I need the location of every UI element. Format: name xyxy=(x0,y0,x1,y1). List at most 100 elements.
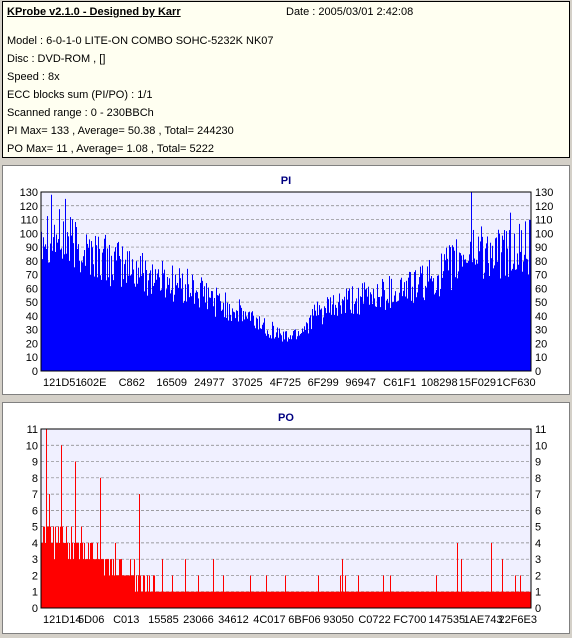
data-bar xyxy=(68,559,69,608)
data-bar xyxy=(401,277,402,371)
data-bar xyxy=(271,591,272,608)
data-bar xyxy=(423,297,424,371)
data-bar xyxy=(236,310,237,371)
data-bar xyxy=(64,254,65,371)
data-bar xyxy=(265,333,266,371)
data-bar xyxy=(320,591,321,608)
x-tick-label: 6BF06 xyxy=(288,614,320,626)
data-bar xyxy=(135,286,136,371)
data-bar xyxy=(70,559,71,608)
data-bar xyxy=(254,591,255,608)
data-bar xyxy=(271,338,272,371)
data-bar xyxy=(220,591,221,608)
data-bar xyxy=(403,591,404,608)
data-bar xyxy=(142,252,143,371)
data-bar xyxy=(360,591,361,608)
data-bar xyxy=(471,591,472,608)
data-bar xyxy=(185,284,186,371)
data-bar xyxy=(129,251,130,371)
data-bar xyxy=(98,559,99,608)
data-bar xyxy=(310,591,311,608)
data-bar xyxy=(405,591,406,608)
data-bar xyxy=(282,341,283,371)
data-bar xyxy=(249,311,250,371)
data-bar xyxy=(527,259,528,371)
data-bar xyxy=(107,248,108,371)
y-tick-label-right: 20 xyxy=(535,338,547,350)
data-bar xyxy=(312,591,313,608)
data-bar xyxy=(359,314,360,371)
data-bar xyxy=(259,591,260,608)
data-bar xyxy=(65,198,66,371)
data-bar xyxy=(167,591,168,608)
data-bar xyxy=(58,526,59,608)
data-bar xyxy=(80,542,81,608)
data-bar xyxy=(255,328,256,371)
data-bar xyxy=(176,591,177,608)
data-bar xyxy=(383,575,384,608)
data-bar xyxy=(389,276,390,371)
data-bar xyxy=(180,591,181,608)
data-bar xyxy=(216,287,217,371)
data-bar xyxy=(477,263,478,371)
data-bar xyxy=(301,591,302,608)
data-bar xyxy=(439,591,440,608)
data-bar xyxy=(372,304,373,371)
data-bar xyxy=(331,314,332,371)
data-bar xyxy=(262,324,263,371)
y-tick-label-left: 6 xyxy=(32,505,38,517)
data-bar xyxy=(186,301,187,371)
data-bar xyxy=(514,233,515,371)
x-tick-label: 22F6E3 xyxy=(498,614,537,626)
data-bar xyxy=(102,559,103,608)
data-bar xyxy=(364,591,365,608)
data-bar xyxy=(453,247,454,371)
data-bar xyxy=(100,477,101,608)
data-bar xyxy=(311,329,312,371)
data-bar xyxy=(307,323,308,371)
data-bar xyxy=(45,542,46,608)
data-bar xyxy=(465,259,466,371)
data-bar xyxy=(175,591,176,608)
data-bar xyxy=(473,229,474,371)
data-bar xyxy=(127,575,128,608)
data-bar xyxy=(44,246,45,371)
data-bar xyxy=(303,591,304,608)
data-bar xyxy=(522,591,523,608)
data-bar xyxy=(482,236,483,371)
data-bar xyxy=(371,591,372,608)
data-bar xyxy=(257,591,258,608)
data-bar xyxy=(104,575,105,608)
data-bar xyxy=(203,591,204,608)
data-bar xyxy=(456,591,457,608)
data-bar xyxy=(63,221,64,371)
data-bar xyxy=(247,318,248,371)
data-bar xyxy=(348,290,349,371)
scanned-range-line: Scanned range : 0 - 230BBCh xyxy=(7,107,154,119)
y-tick-label-right: 10 xyxy=(535,352,547,364)
data-bar xyxy=(487,236,488,371)
data-bar xyxy=(324,306,325,371)
y-tick-label-right: 8 xyxy=(535,473,541,485)
data-bar xyxy=(453,591,454,608)
data-bar xyxy=(325,591,326,608)
data-bar xyxy=(157,591,158,608)
data-bar xyxy=(460,253,461,371)
data-bar xyxy=(499,591,500,608)
data-bar xyxy=(159,277,160,371)
data-bar xyxy=(115,542,116,608)
data-bar xyxy=(426,591,427,608)
data-bar xyxy=(428,591,429,608)
data-bar xyxy=(298,591,299,608)
data-bar xyxy=(525,591,526,608)
data-bar xyxy=(98,236,99,371)
data-bar xyxy=(288,337,289,371)
data-bar xyxy=(433,591,434,608)
data-bar xyxy=(174,591,175,608)
data-bar xyxy=(59,209,60,371)
data-bar xyxy=(229,304,230,371)
data-bar xyxy=(345,312,346,371)
chart-title: PO xyxy=(278,412,294,424)
data-bar xyxy=(145,591,146,608)
data-bar xyxy=(54,559,55,608)
